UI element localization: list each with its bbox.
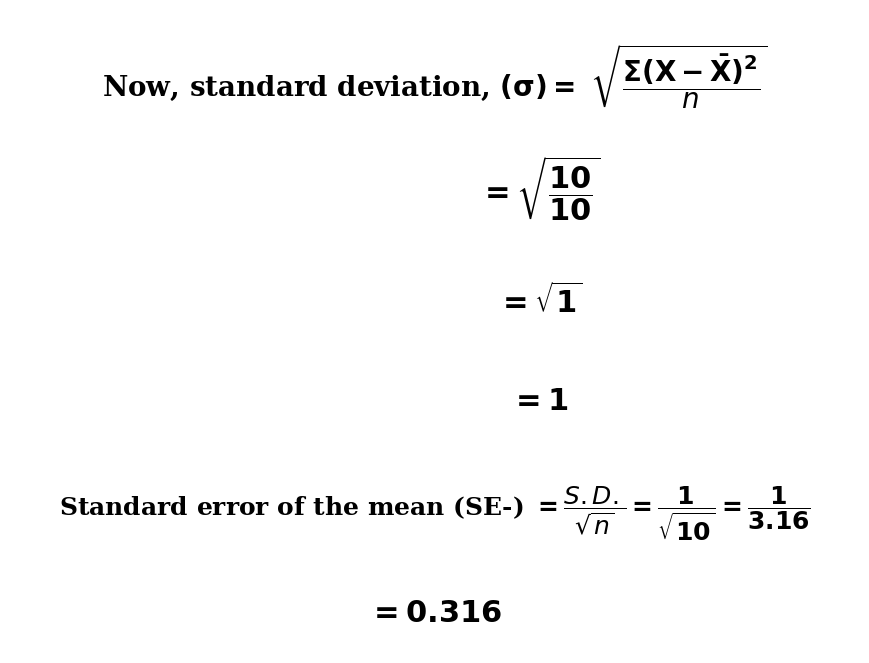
Text: Now, standard deviation, $\mathbf{(\sigma) =}$ $\sqrt{\dfrac{\mathbf{\Sigma(X-\b: Now, standard deviation, $\mathbf{(\sigm… bbox=[103, 42, 766, 111]
Text: $\mathbf{= 0.316}$: $\mathbf{= 0.316}$ bbox=[368, 598, 501, 629]
Text: $\mathbf{= \sqrt{\dfrac{10}{10}}}$: $\mathbf{= \sqrt{\dfrac{10}{10}}}$ bbox=[478, 155, 600, 223]
Text: Standard error of the mean (SE-) $\mathbf{= \dfrac{\mathit{S.D.}}{\sqrt{\mathit{: Standard error of the mean (SE-) $\mathb… bbox=[59, 485, 810, 543]
Text: $\mathbf{= 1}$: $\mathbf{= 1}$ bbox=[509, 386, 568, 416]
Text: $\mathbf{= \sqrt{1}}$: $\mathbf{= \sqrt{1}}$ bbox=[496, 284, 581, 320]
